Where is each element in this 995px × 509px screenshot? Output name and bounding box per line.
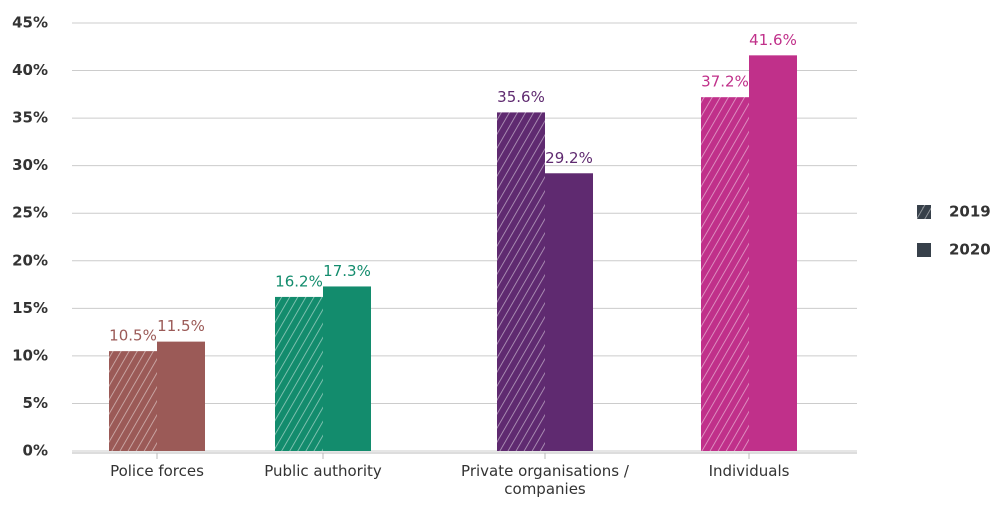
data-label: 16.2% <box>275 272 323 290</box>
bar <box>323 286 371 451</box>
bar <box>749 55 797 452</box>
y-tick-label: 10% <box>12 346 48 364</box>
data-label: 11.5% <box>157 317 205 335</box>
y-tick-label: 25% <box>12 204 48 222</box>
x-tick-label: Public authority <box>264 462 382 480</box>
legend-swatch <box>917 205 931 219</box>
data-label: 10.5% <box>109 327 157 345</box>
data-label: 37.2% <box>701 73 749 91</box>
bar <box>157 341 205 451</box>
bar <box>275 296 323 451</box>
x-tick-label: Private organisations / companies <box>461 462 629 498</box>
y-tick-label: 35% <box>12 109 48 127</box>
y-tick-label: 15% <box>12 299 48 317</box>
y-tick-label: 45% <box>12 14 48 32</box>
x-tick-label: Police forces <box>110 462 204 480</box>
legend-label: 2019 <box>949 203 991 221</box>
bar <box>701 97 749 451</box>
y-tick-label: 20% <box>12 251 48 269</box>
y-tick-label: 30% <box>12 156 48 174</box>
data-label: 41.6% <box>749 31 797 49</box>
y-tick-label: 40% <box>12 61 48 79</box>
legend-label: 2020 <box>949 241 991 259</box>
bar <box>109 351 157 451</box>
data-label: 35.6% <box>497 88 545 106</box>
x-tick-label: Individuals <box>708 462 790 480</box>
legend-swatch <box>917 243 931 257</box>
y-tick-label: 0% <box>23 442 48 460</box>
y-tick-label: 5% <box>23 394 48 412</box>
data-label: 17.3% <box>323 262 371 280</box>
data-label: 29.2% <box>545 149 593 167</box>
bar <box>545 173 593 451</box>
bar <box>497 112 545 451</box>
